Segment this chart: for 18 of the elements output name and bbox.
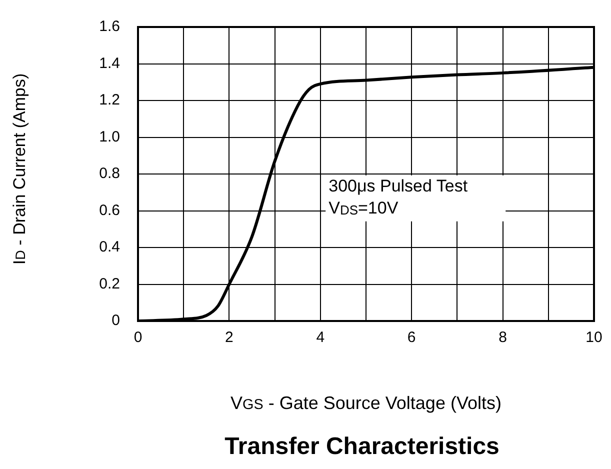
annotation: 300μs Pulsed Test bbox=[328, 176, 468, 196]
x-tick-label: 6 bbox=[407, 329, 416, 346]
y-tick-label: 1.6 bbox=[99, 18, 120, 36]
y-tick-label: 0.4 bbox=[99, 238, 120, 256]
y-tick-label: 1.2 bbox=[99, 92, 120, 109]
y-tick-label: 1.0 bbox=[99, 128, 120, 146]
text: Transfer Characteristics bbox=[224, 433, 500, 461]
x-tick-label: 2 bbox=[225, 329, 234, 346]
y-tick-label: 0 bbox=[112, 312, 120, 330]
x-tick-label: 0 bbox=[134, 329, 142, 346]
y-tick-label: 0.2 bbox=[99, 275, 120, 292]
annotation: VDS=10V bbox=[328, 198, 399, 218]
x-tick-label: 8 bbox=[498, 329, 507, 346]
y-tick-label: 0.8 bbox=[99, 165, 120, 182]
y-tick-label: 0.6 bbox=[99, 202, 120, 219]
x-tick-label: 4 bbox=[316, 329, 325, 346]
x-tick-label: 10 bbox=[586, 329, 602, 346]
y-tick-label: 1.4 bbox=[99, 54, 120, 72]
